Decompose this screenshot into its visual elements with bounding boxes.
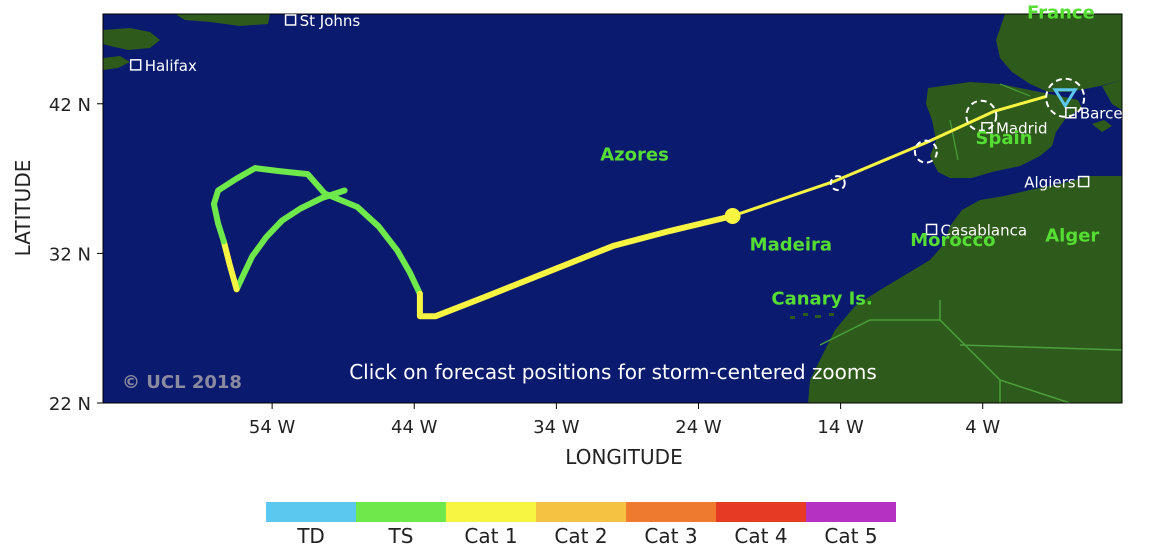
land-nova-scotia [103,56,130,70]
canary-islands [790,313,834,319]
legend-item-ts: TS [356,502,446,554]
legend-swatch [266,502,356,522]
border-lines [819,300,1122,403]
land-iberia [926,82,1082,178]
city-label: St Johns [300,12,361,30]
legend-label: Cat 5 [824,524,878,548]
lon-tick-label: 44 W [391,417,438,438]
city-markers: St Johns Halifax Barcelona Madrid Algiers Cas… [129,12,1152,239]
legend-swatch [626,502,716,522]
track-segment-cat1 [220,238,240,293]
copyright-text: © UCL 2018 [122,372,242,393]
land-newfoundland [103,28,160,50]
legend-label: Cat 2 [554,524,608,548]
legend-label: TD [297,524,325,548]
region-label: France [1027,2,1095,23]
region-label: Canary Is. [771,288,872,309]
legend-item-cat-3: Cat 3 [626,502,716,554]
city-marker [1065,106,1077,119]
storm-track[interactable] [210,77,1086,320]
track-segment-ts [233,187,348,293]
track-segment-ts [210,165,423,297]
lon-tick-label: 14 W [817,417,864,438]
city-marker [284,14,297,26]
legend-swatch [806,502,896,522]
region-label: Morocco [910,230,995,251]
legend-item-td: TD [266,502,356,554]
legend-label: Cat 1 [464,524,518,548]
city-label: Casablanca [941,221,1028,239]
legend-label: Cat 4 [734,524,788,548]
region-labels: France Azores Spain Madeira Canary Is. Morocc… [600,2,1099,309]
region-label: Alger [1045,225,1099,246]
lon-tick-label: 4 W [965,417,1000,438]
legend-item-cat-5: Cat 5 [806,502,896,554]
city-label: Halifax [145,57,197,75]
legend-swatch [536,502,626,522]
city-marker [1077,175,1090,188]
lon-tick-label: 34 W [533,417,580,438]
lat-tick-label: 32 N [49,244,91,265]
forecast-position-marker[interactable] [829,175,846,192]
land-north-africa [808,176,1122,403]
legend-swatch [446,502,536,522]
land-balearic [1092,120,1112,132]
plot-frame [102,13,1123,404]
land-stjohns [175,14,270,26]
legend-item-cat-2: Cat 2 [536,502,626,554]
forecast-track-line [732,94,1048,218]
city-marker [981,121,993,134]
legend-label: Cat 3 [644,524,698,548]
x-axis-title: LONGITUDE [565,445,682,469]
legend-label: TS [388,524,414,548]
legend-item-cat-1: Cat 1 [446,502,536,554]
axis-layer: 42 N 32 N 22 N 54 W 44 W 34 W 24 W 14 W 4 W [49,95,1000,438]
current-position-marker[interactable] [724,207,741,224]
lat-tick-label: 42 N [49,95,91,116]
y-axis-title: LATITUDE [11,160,35,257]
city-label: Algiers [1024,174,1076,192]
legend-swatch [716,502,806,522]
border-lines-iberia [949,83,1031,161]
track-segment-cat1 [416,213,736,320]
intensity-legend: TD TS Cat 1 Cat 2 Cat 3 Cat 4 Cat 5 [266,502,896,554]
legend-item-cat-4: Cat 4 [716,502,806,554]
region-label: Azores [600,145,669,166]
land-france [996,14,1122,92]
forecast-instruction: Click on forecast positions for storm-ce… [349,360,877,384]
region-label: Spain [976,128,1033,149]
lon-tick-label: 54 W [249,417,296,438]
land-italy [1102,80,1122,110]
city-marker [925,223,938,236]
city-marker [129,59,142,71]
region-label: Madeira [750,234,832,255]
forecast-position-marker[interactable] [913,139,938,164]
legend-swatch [356,502,446,522]
city-label: Barcelona [1080,105,1152,123]
city-label: Madrid [996,120,1048,138]
forecast-position-marker[interactable] [1045,77,1086,118]
lat-tick-label: 22 N [49,394,91,415]
land-layer [103,14,1122,403]
depression-marker [1052,88,1078,109]
lon-tick-label: 24 W [675,417,722,438]
